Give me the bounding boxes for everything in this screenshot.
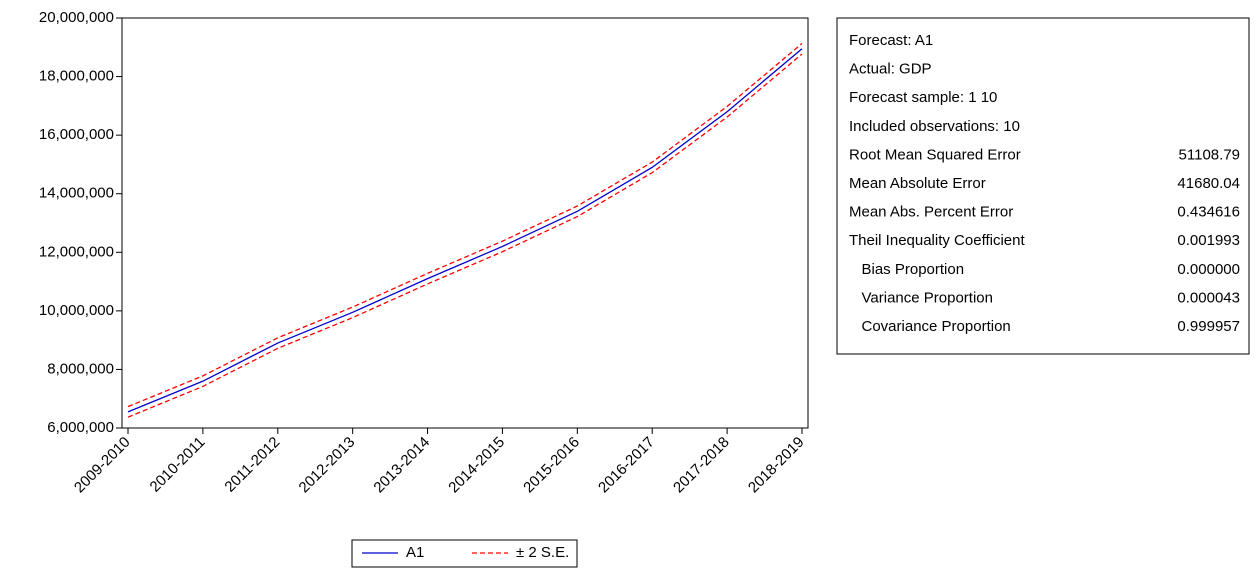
stat-value: 0.000000: [1177, 261, 1240, 278]
stat-label: Forecast sample: 1 10: [849, 89, 997, 106]
x-tick-label: 2011-2012: [221, 434, 283, 496]
stat-value: 0.999957: [1177, 318, 1240, 335]
legend-label: A1: [406, 544, 424, 561]
y-tick-label: 12,000,000: [39, 243, 114, 260]
x-tick-label: 2012-2013: [296, 434, 359, 497]
stat-value: 51108.79: [1179, 146, 1240, 163]
stat-label: Mean Abs. Percent Error: [849, 204, 1013, 221]
y-tick-label: 16,000,000: [39, 126, 114, 143]
x-tick-label: 2018-2019: [745, 434, 808, 497]
stat-label: Forecast: A1: [849, 32, 933, 49]
y-tick-label: 10,000,000: [39, 302, 114, 319]
stat-value: 0.001993: [1177, 232, 1240, 249]
series-line: [127, 42, 803, 408]
y-tick-label: 18,000,000: [39, 68, 114, 85]
stat-label: Root Mean Squared Error: [849, 146, 1021, 163]
stat-value: 41680.04: [1177, 175, 1240, 192]
series-line: [127, 48, 803, 413]
y-tick-label: 20,000,000: [39, 9, 114, 26]
stat-label: Bias Proportion: [849, 261, 964, 278]
y-tick-label: 6,000,000: [47, 419, 114, 436]
x-tick-label: 2010-2011: [147, 434, 209, 496]
x-tick-label: 2013-2014: [370, 434, 433, 497]
x-tick-label: 2009-2010: [71, 434, 134, 497]
stat-label: Included observations: 10: [849, 118, 1020, 135]
legend-box: [351, 539, 578, 568]
series-line-lower: [127, 53, 803, 418]
x-tick-label: 2017-2018: [670, 434, 733, 497]
y-tick-label: 14,000,000: [39, 185, 114, 202]
legend-label: ± 2 S.E.: [516, 544, 569, 561]
stat-label: Covariance Proportion: [849, 318, 1011, 335]
stat-label: Actual: GDP: [849, 61, 932, 78]
x-tick-label: 2016-2017: [595, 434, 658, 497]
stat-value: 0.434616: [1177, 204, 1240, 221]
y-tick-label: 8,000,000: [47, 360, 114, 377]
stat-label: Theil Inequality Coefficient: [849, 232, 1025, 249]
stat-label: Mean Absolute Error: [849, 175, 986, 192]
stats-box: [836, 17, 1250, 355]
x-tick-label: 2014-2015: [445, 434, 508, 497]
stat-value: 0.000043: [1177, 289, 1240, 306]
plot-frame: [121, 17, 809, 429]
stat-label: Variance Proportion: [849, 289, 993, 306]
x-tick-label: 2015-2016: [520, 434, 583, 497]
